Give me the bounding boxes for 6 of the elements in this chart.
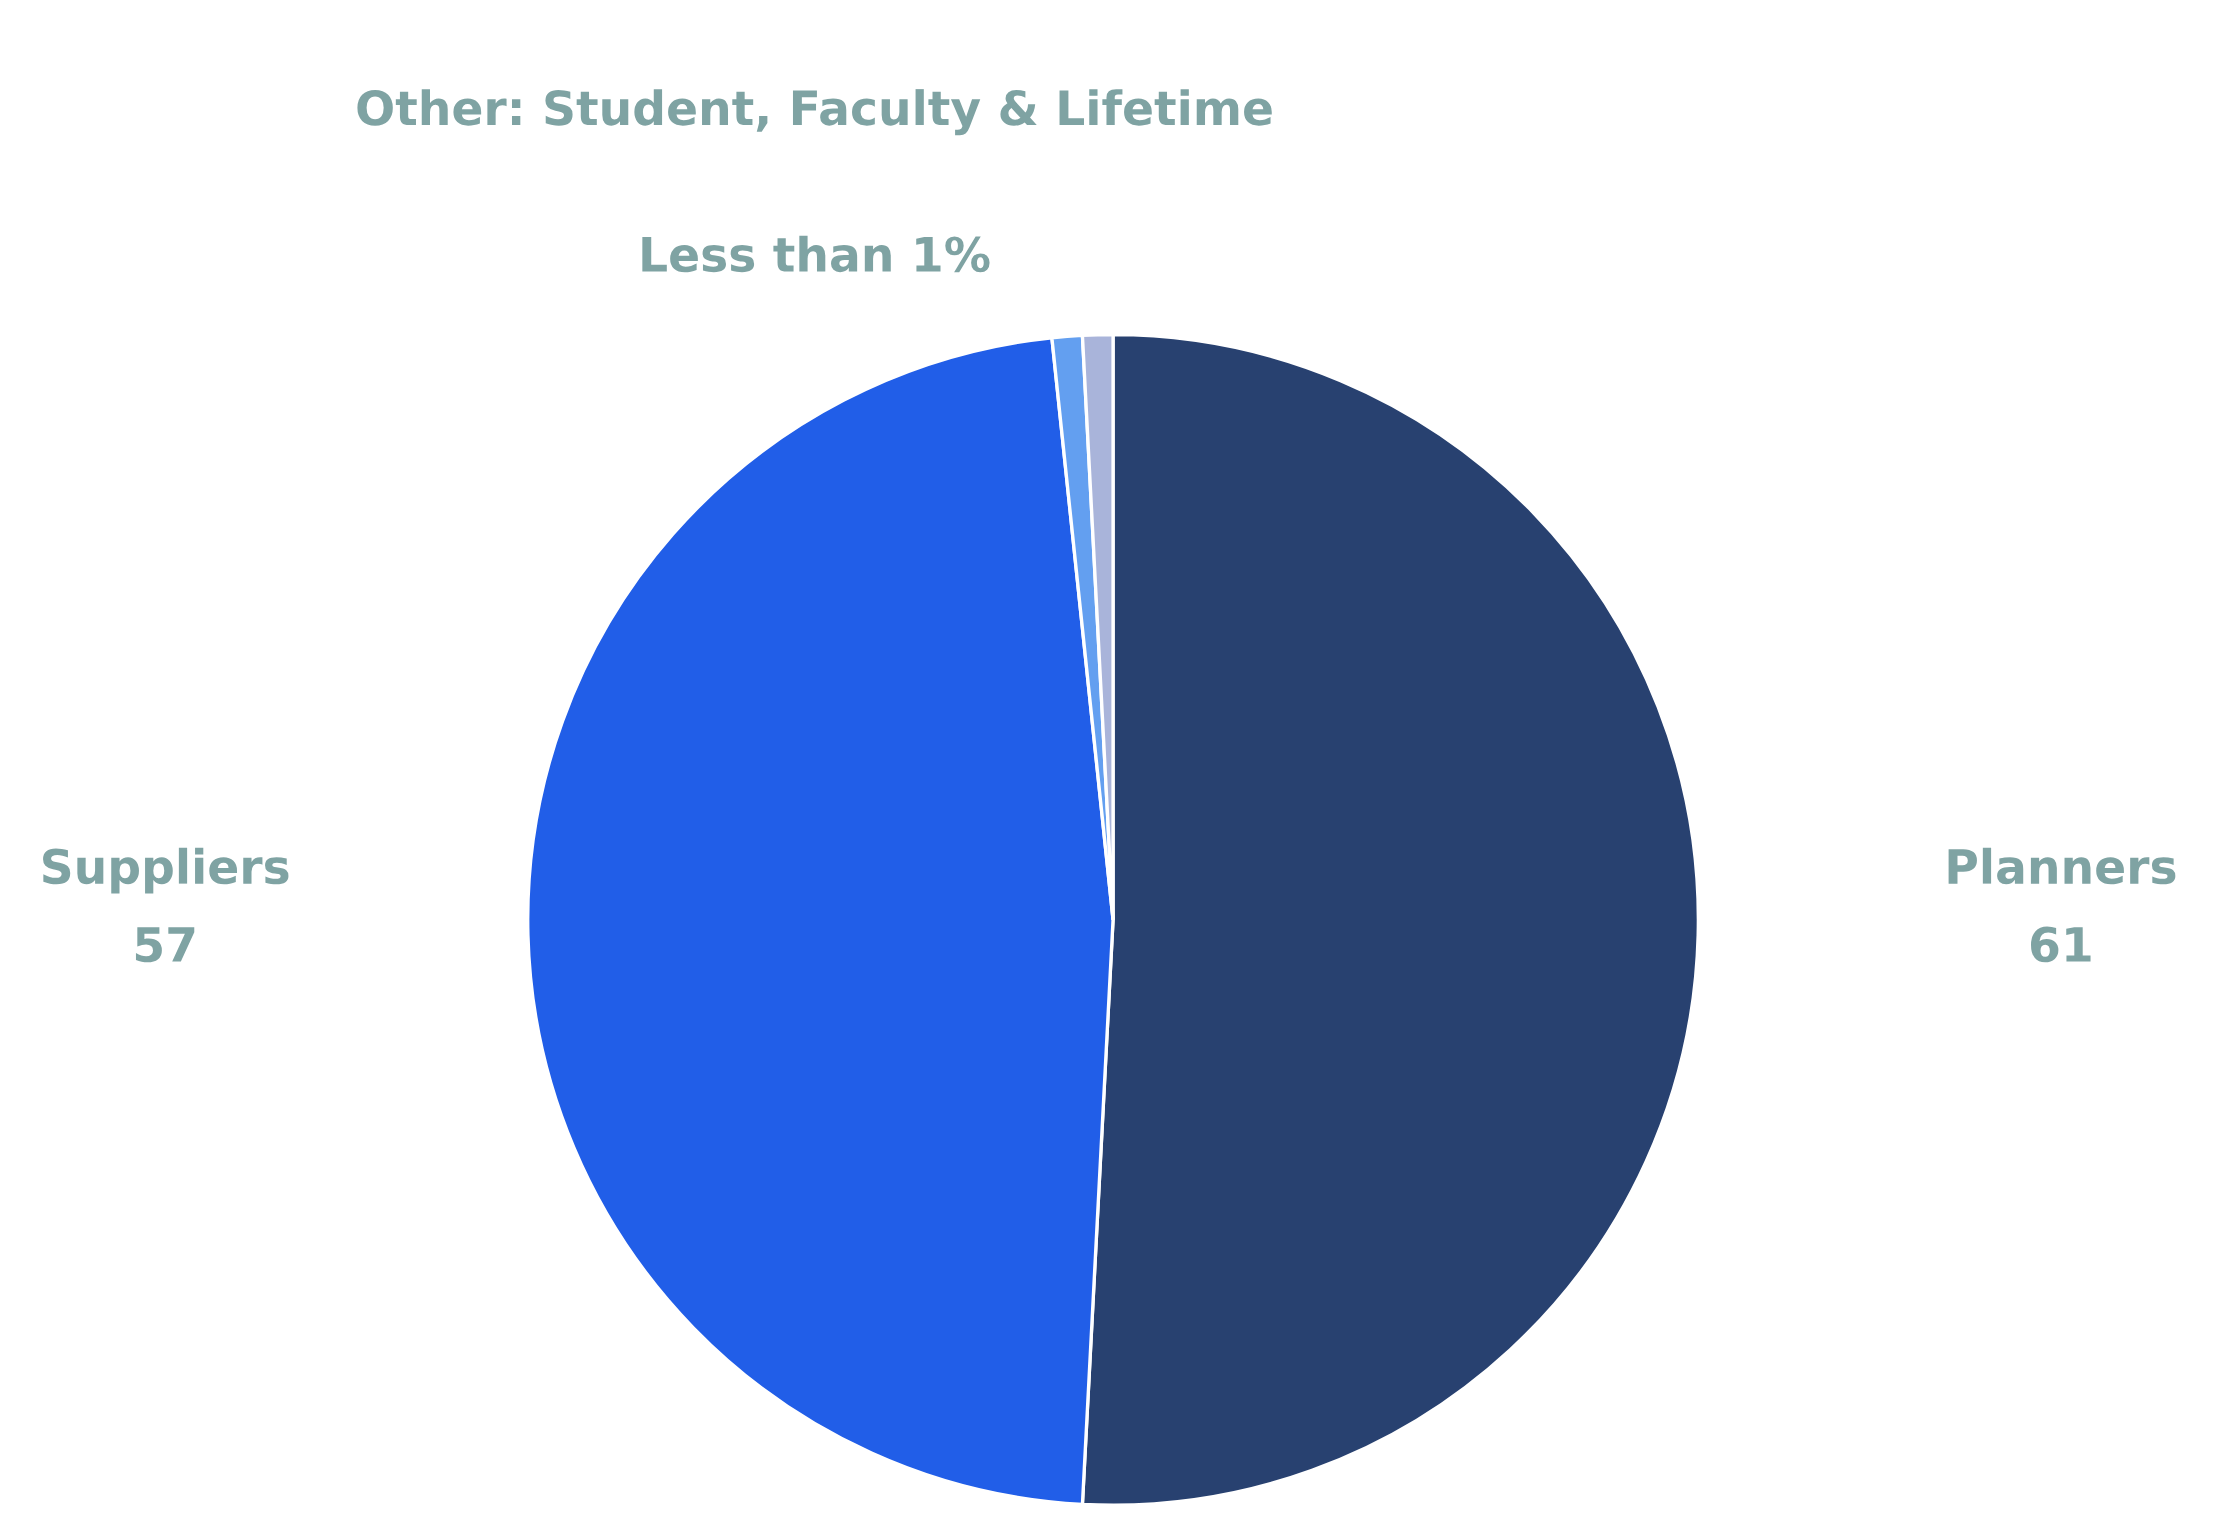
slice-label: Planners — [1948, 847, 2176, 885]
text: Less than 1% — [642, 235, 990, 273]
slice-label: Suppliers — [43, 847, 289, 894]
data-label: 57 — [135, 927, 195, 963]
text: Other: Student, Faculty & Lifetime — [357, 89, 1272, 136]
data-label: 61 — [2031, 926, 2091, 963]
